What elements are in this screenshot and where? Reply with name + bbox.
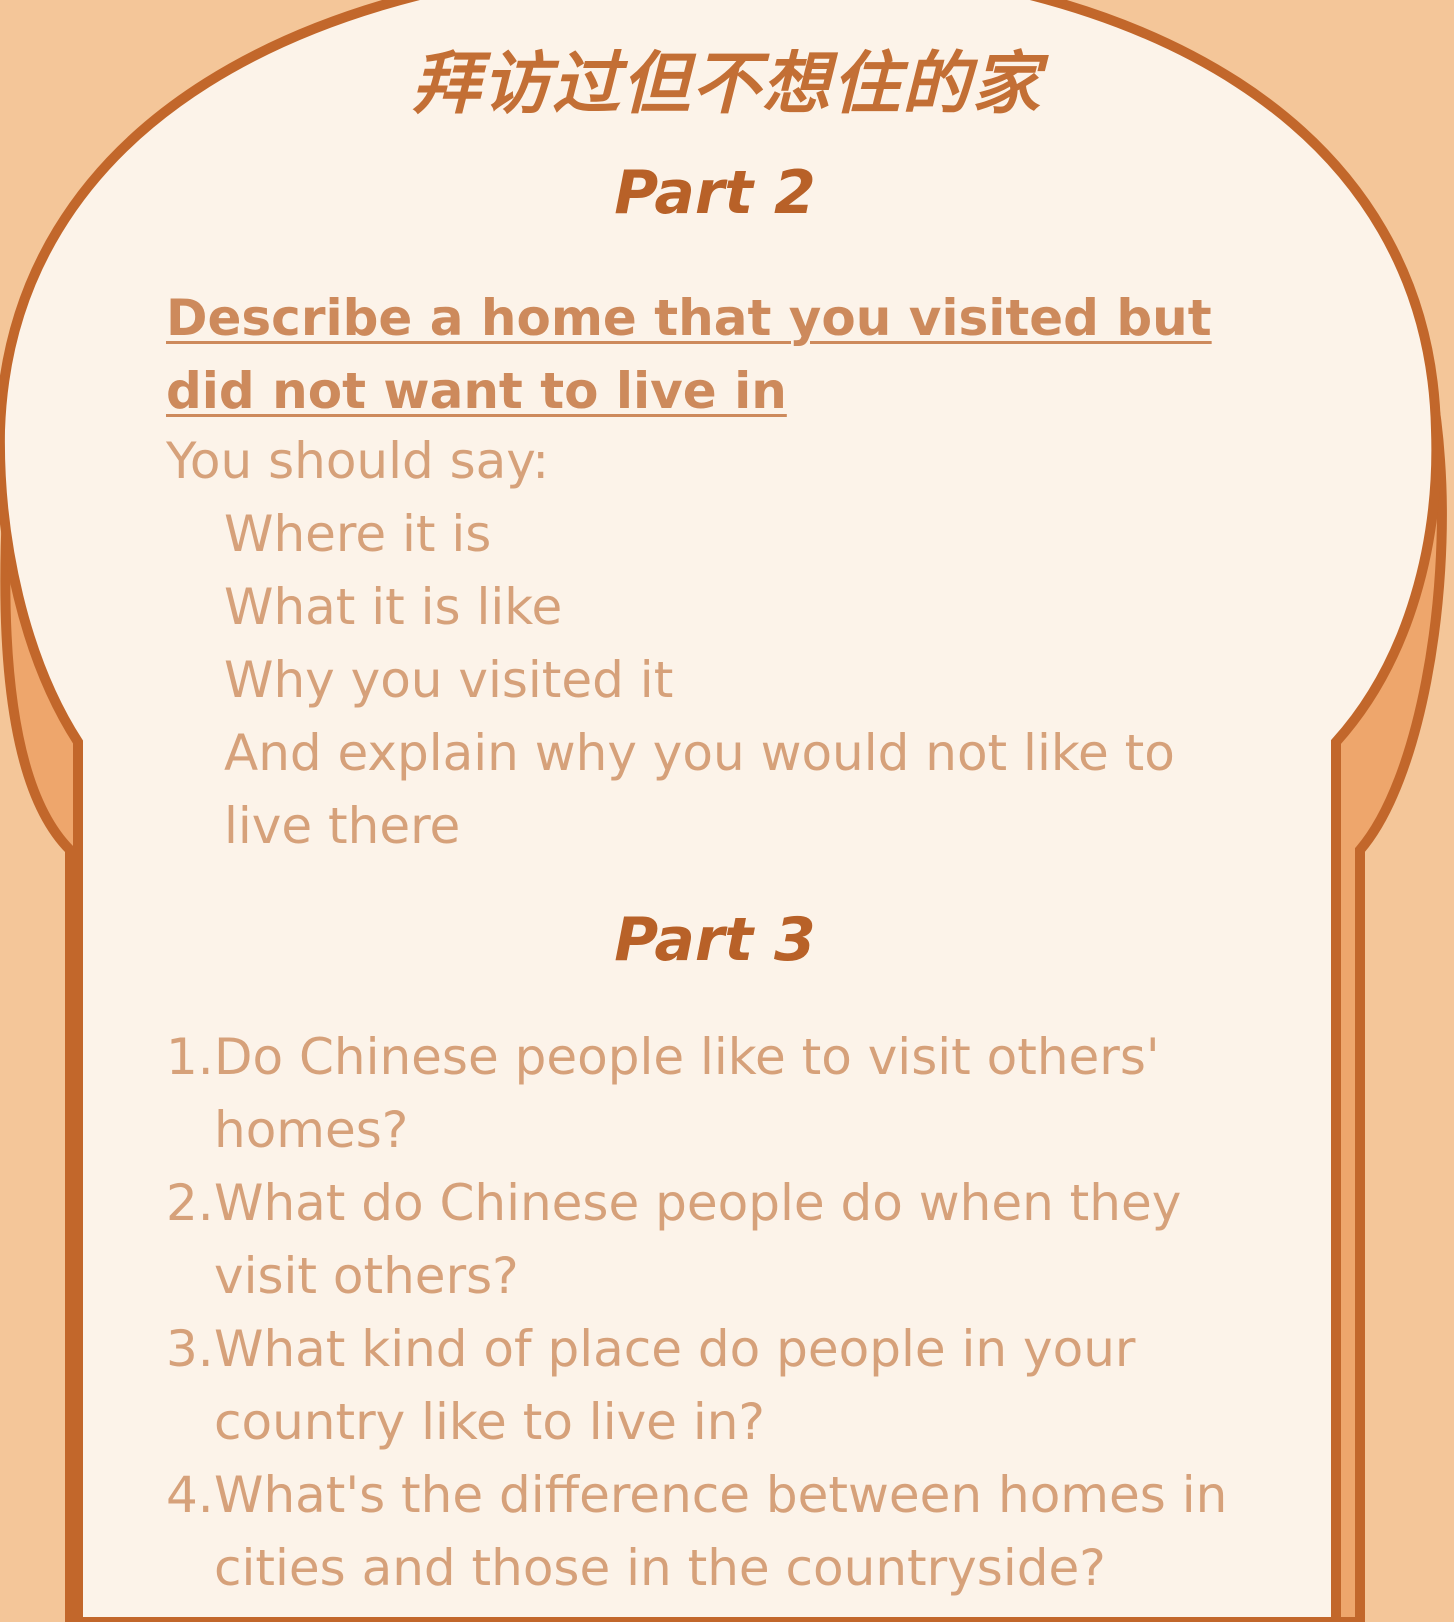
part3-heading: Part 3 bbox=[614, 905, 816, 975]
question-text: What do Chinese people do when they visi… bbox=[214, 1174, 1182, 1305]
question-number: 2. bbox=[166, 1174, 214, 1232]
question-number: 1. bbox=[166, 1028, 214, 1086]
part3-question-list: 1. Do Chinese people like to visit other… bbox=[166, 1021, 1256, 1605]
prompt-item: Why you visited it bbox=[224, 651, 674, 709]
prompt-item: Where it is bbox=[224, 505, 492, 563]
question-number: 3. bbox=[166, 1320, 214, 1378]
page-title: 拜访过但不想住的家 bbox=[411, 45, 1042, 124]
part2-prompt-list: Where it is What it is like Why you visi… bbox=[224, 498, 1224, 863]
question-text: Do Chinese people like to visit others' … bbox=[214, 1028, 1160, 1159]
question-item: 4. What's the difference between homes i… bbox=[166, 1459, 1256, 1605]
question-item: 1. Do Chinese people like to visit other… bbox=[166, 1021, 1256, 1167]
part2-heading: Part 2 bbox=[614, 158, 816, 228]
question-text: What's the difference between homes in c… bbox=[214, 1466, 1228, 1597]
prompt-item: What it is like bbox=[224, 578, 563, 636]
question-text: What kind of place do people in your cou… bbox=[214, 1320, 1136, 1451]
part2-topic: Describe a home that you visited but did… bbox=[166, 289, 1212, 420]
prompt-item: And explain why you would not like to li… bbox=[224, 724, 1175, 855]
question-item: 2. What do Chinese people do when they v… bbox=[166, 1167, 1256, 1313]
question-item: 3. What kind of place do people in your … bbox=[166, 1313, 1256, 1459]
you-should-say-label: You should say: bbox=[166, 432, 550, 490]
question-number: 4. bbox=[166, 1466, 214, 1524]
